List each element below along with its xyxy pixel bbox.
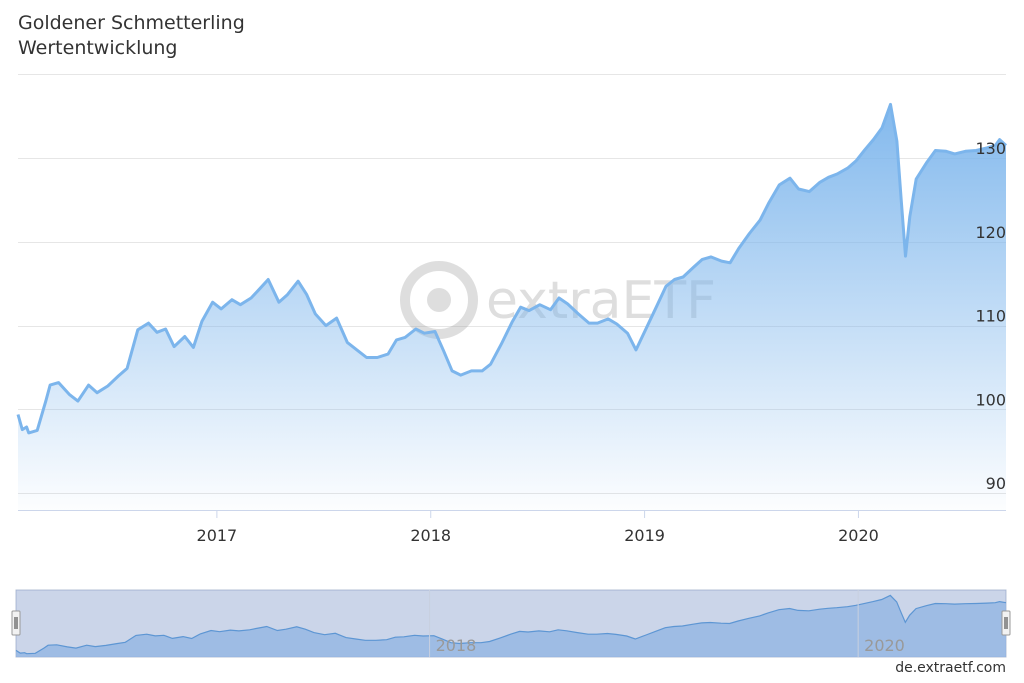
watermark-logo-core bbox=[427, 288, 451, 312]
chart-title-block: Goldener Schmetterling Wertentwicklung bbox=[18, 11, 245, 61]
credits-link[interactable]: de.extraetf.com bbox=[895, 660, 1006, 676]
y-tick-label: 110 bbox=[975, 307, 1006, 326]
series-line bbox=[16, 102, 1008, 435]
x-tick-label: 2018 bbox=[410, 526, 451, 545]
navigator[interactable]: 2018 2020 bbox=[11, 589, 1011, 658]
navigator-tick-label: 2020 bbox=[864, 636, 905, 655]
x-tick-label: 2020 bbox=[838, 526, 879, 545]
x-tick-label: 2017 bbox=[197, 526, 238, 545]
y-axis: 90 100 110 120 130 bbox=[975, 139, 1006, 493]
chart-title: Goldener Schmetterling bbox=[18, 12, 245, 34]
navigator-handle-body[interactable] bbox=[1001, 610, 1011, 636]
watermark-logo-ring bbox=[400, 261, 478, 339]
y-tick-label: 100 bbox=[975, 390, 1006, 409]
series-area-fill bbox=[18, 104, 1006, 511]
navigator-handle-left[interactable] bbox=[11, 610, 21, 636]
navigator-handle-body[interactable] bbox=[11, 610, 21, 636]
navigator-tick-label: 2018 bbox=[436, 636, 477, 655]
navigator-handle-right[interactable] bbox=[1001, 610, 1011, 636]
navigator-line bbox=[15, 594, 1007, 655]
navigator-mask bbox=[16, 590, 1006, 657]
y-tick-label: 120 bbox=[975, 223, 1006, 242]
series-area bbox=[16, 102, 1008, 511]
chart-subtitle: Wertentwicklung bbox=[18, 37, 178, 59]
x-tick-label: 2019 bbox=[624, 526, 665, 545]
x-axis: 2017 2018 2019 2020 bbox=[18, 510, 1006, 545]
navigator-area bbox=[16, 595, 1006, 657]
y-tick-label: 90 bbox=[986, 474, 1006, 493]
y-tick-label: 130 bbox=[975, 139, 1006, 158]
